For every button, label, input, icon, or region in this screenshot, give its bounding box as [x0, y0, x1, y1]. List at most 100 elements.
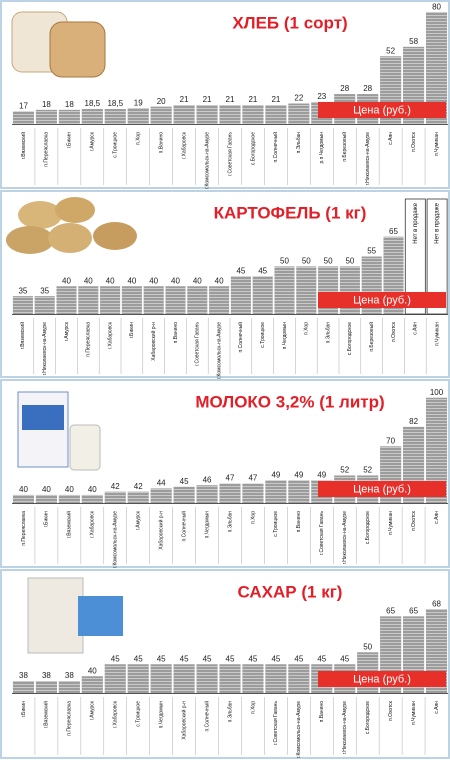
bar-texture [81, 676, 103, 693]
category-label: с.Аян [434, 511, 440, 524]
category-label: с.Аян [388, 132, 394, 145]
value-label: 50 [280, 257, 289, 266]
chart-title: МОЛОКО 3,2% (1 литр) [195, 392, 384, 411]
bread-image [11, 11, 106, 78]
category-label: г.Вяземский [66, 511, 73, 539]
value-label: 17 [19, 102, 28, 111]
value-label: 18,5 [85, 99, 101, 108]
bar-texture [288, 664, 310, 693]
chart-title: КАРТОФЕЛЬ (1 кг) [214, 203, 367, 222]
category-label: п.Солнечный [180, 511, 187, 542]
bar-texture [35, 681, 57, 693]
category-label: г.Бикин [44, 511, 50, 528]
panel-frame [0, 190, 450, 378]
value-label: 38 [42, 671, 51, 680]
value-label: 49 [317, 470, 326, 479]
value-label: 50 [302, 257, 311, 266]
legend-box [318, 102, 446, 118]
category-label: г.Советская Гавань [195, 322, 201, 366]
category-label: п.Чумикан [434, 322, 440, 346]
category-label: г.Хабаровск [107, 321, 113, 349]
unavailable-box [404, 198, 426, 315]
bar-texture [12, 494, 35, 503]
legend-label: Цена (руб.) [353, 483, 411, 495]
value-label: 70 [386, 436, 395, 445]
value-label: 45 [294, 654, 303, 663]
category-label: г.Комсомольск-на-Амуре [204, 132, 210, 189]
category-label: п.Ванино [158, 132, 164, 154]
potato-image [6, 197, 137, 254]
bar-texture [127, 491, 149, 503]
category-label: п.Переяславка [67, 701, 73, 736]
panel-frame [0, 0, 450, 189]
legend-label: Цена (руб.) [353, 673, 411, 685]
category-label: г.Амурск [64, 321, 70, 341]
value-label: 38 [19, 671, 28, 680]
value-label: 49 [271, 470, 280, 479]
bar-texture [265, 105, 287, 124]
value-label: 45 [226, 654, 235, 663]
category-label: г.Амурск [136, 510, 142, 530]
bar-texture [187, 286, 208, 314]
bar-texture [242, 105, 264, 124]
value-label: 40 [149, 276, 158, 285]
bar-texture [173, 105, 195, 124]
category-label: с.Аян [413, 322, 419, 335]
bar-texture [242, 483, 264, 503]
legend-box [318, 292, 446, 308]
category-label: г.Николаевск-на-Амуре [42, 322, 48, 376]
value-label: 42 [111, 482, 120, 491]
chart-title: ХЛЕБ (1 сорт) [232, 13, 347, 32]
value-label: 23 [317, 92, 326, 101]
category-label: г.Амурск [90, 131, 96, 151]
value-label: 28 [363, 84, 372, 93]
bar-texture [173, 486, 195, 503]
milk-image [17, 391, 101, 471]
bar-texture [288, 103, 310, 124]
bar-texture [12, 111, 35, 124]
value-label: 68 [432, 599, 441, 608]
value-label: 47 [226, 474, 235, 483]
value-label: 21 [203, 95, 212, 104]
value-label: 40 [42, 485, 51, 494]
value-label: 45 [317, 654, 326, 663]
value-label: 42 [134, 482, 143, 491]
bar-texture [121, 286, 142, 314]
category-label: п.Эльбан [227, 511, 233, 533]
value-label: 55 [367, 247, 376, 256]
category-label: г.Комсомольск-на-Амуре [296, 701, 302, 758]
value-label: 82 [409, 417, 418, 426]
value-label: 45 [180, 654, 189, 663]
legend-label: Цена (руб.) [353, 294, 411, 306]
category-label: с.Троицкое [260, 322, 266, 348]
value-label: 52 [340, 466, 349, 475]
value-label: 46 [203, 475, 212, 484]
category-label: с.Богородское [347, 322, 353, 355]
sugar-image [27, 577, 123, 654]
category-label: п.Эльбан [227, 701, 233, 723]
category-label: п.Ванино [319, 701, 325, 723]
bar-texture [35, 109, 57, 124]
chart-title: САХАР (1 кг) [238, 582, 343, 601]
bar-texture [288, 480, 310, 503]
category-label: п.Хор [250, 511, 256, 524]
bar-texture [127, 108, 149, 124]
value-label: 80 [432, 2, 441, 11]
value-label: 40 [193, 276, 202, 285]
value-label: 40 [62, 276, 71, 285]
value-label: 44 [157, 479, 166, 488]
bar-texture [81, 494, 103, 503]
value-label: 50 [324, 257, 333, 266]
legend-box [318, 671, 446, 687]
bar-texture [242, 664, 264, 693]
value-label: 50 [363, 642, 372, 651]
bar-texture [127, 664, 149, 693]
category-label: с.Богородское [365, 511, 371, 544]
category-label: с.Троицкое [113, 132, 119, 158]
bar-texture [425, 397, 448, 503]
category-label: г.Бикин [129, 322, 135, 339]
value-label: 18 [65, 100, 74, 109]
category-label: с.Троицкое [273, 511, 279, 537]
value-label: 22 [294, 94, 303, 103]
category-label: п.Хор [250, 701, 256, 714]
